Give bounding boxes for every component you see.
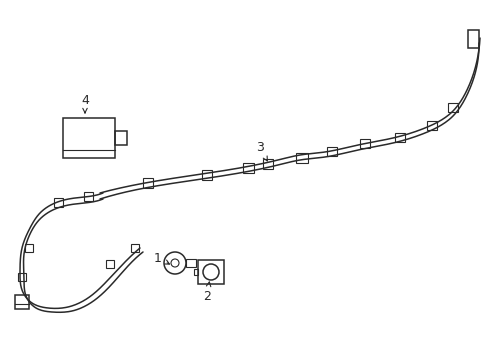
Bar <box>63 118 115 158</box>
Text: 4: 4 <box>81 94 89 113</box>
Bar <box>467 30 478 48</box>
Bar <box>142 178 153 188</box>
Bar <box>194 269 198 275</box>
Bar <box>359 139 369 148</box>
Bar <box>106 260 114 268</box>
Bar <box>295 153 307 163</box>
Bar <box>426 121 436 130</box>
Text: 1: 1 <box>154 252 169 265</box>
Bar <box>115 131 127 145</box>
Bar <box>263 159 272 169</box>
Bar <box>202 170 212 180</box>
Bar <box>53 198 62 207</box>
Bar <box>18 273 26 281</box>
Bar <box>242 163 253 173</box>
Bar <box>394 134 404 143</box>
Bar <box>25 244 33 252</box>
Bar <box>326 148 336 157</box>
Text: 2: 2 <box>203 282 210 302</box>
Bar <box>131 244 139 252</box>
Text: 3: 3 <box>256 141 267 161</box>
Bar <box>198 260 224 284</box>
Bar <box>83 193 92 202</box>
Bar <box>185 259 196 267</box>
Bar <box>15 295 29 309</box>
Bar <box>447 104 457 112</box>
